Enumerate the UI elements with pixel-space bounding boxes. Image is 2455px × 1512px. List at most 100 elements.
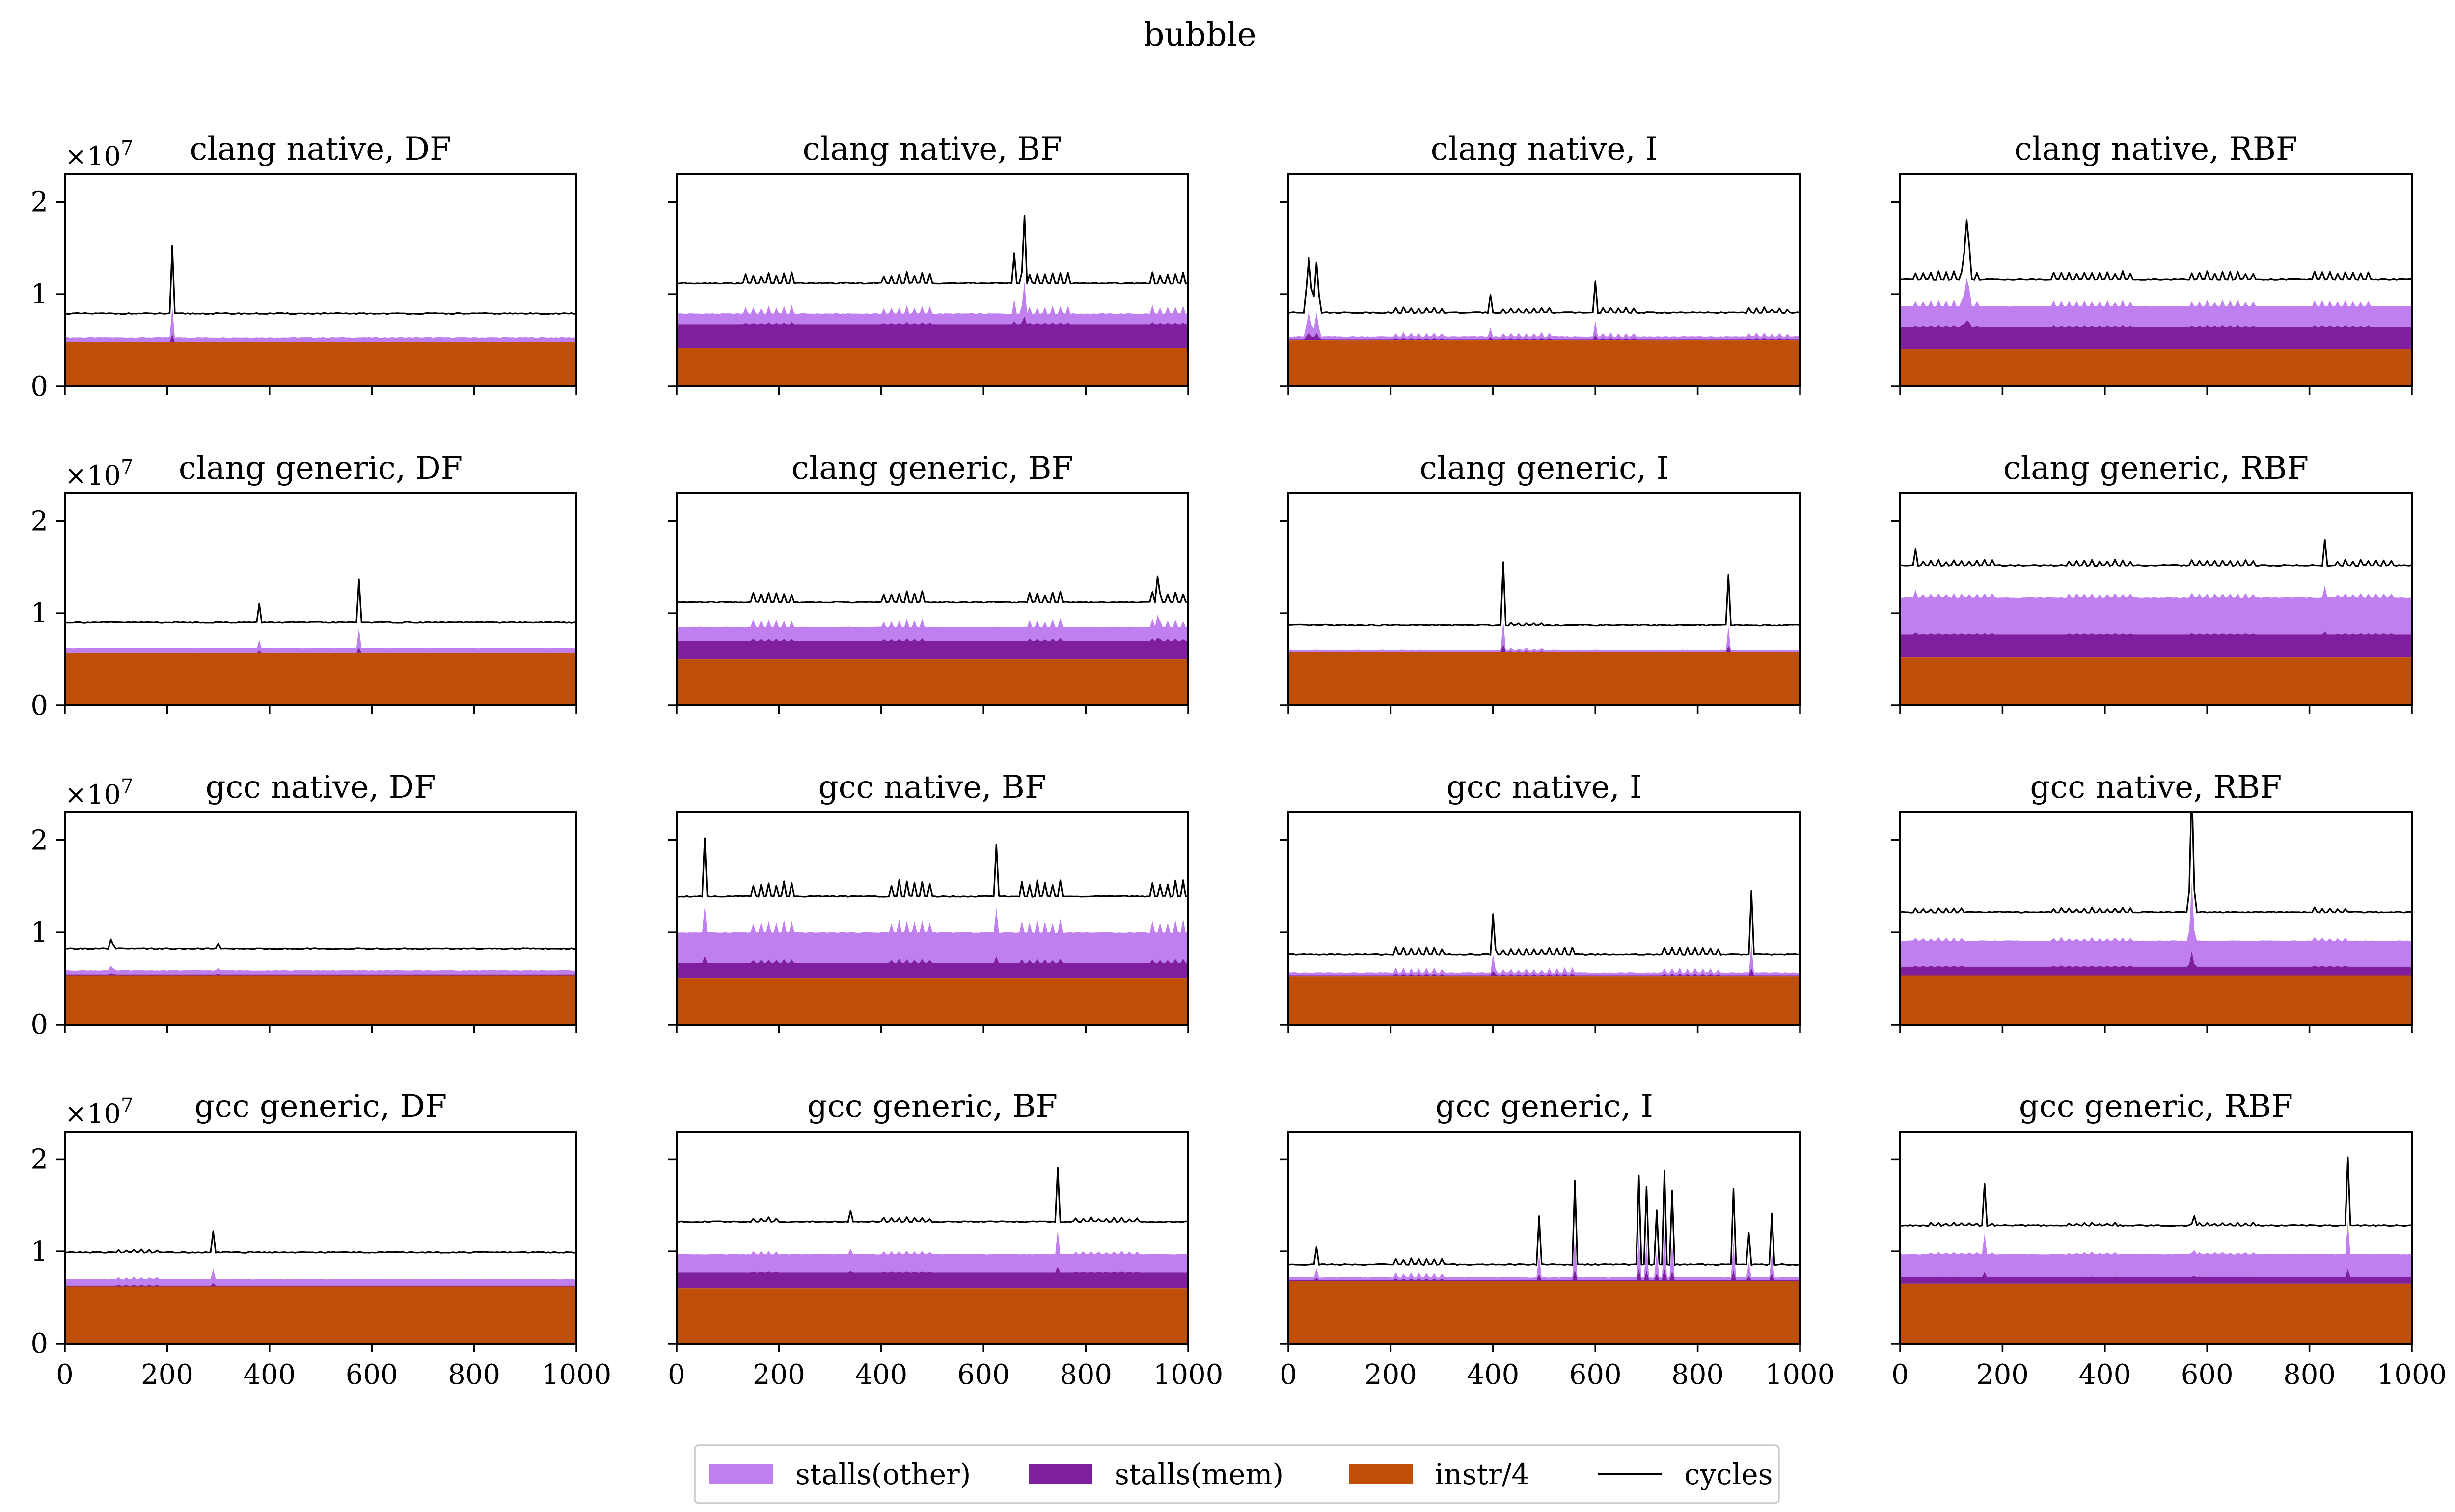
- legend-item-instr: instr/4: [1349, 1458, 1529, 1491]
- panel-3-1: gcc generic, BF 0 200 400 600 800 1000: [668, 1088, 1223, 1391]
- legend-frame: [694, 1444, 1780, 1504]
- panel-frame: [64, 811, 577, 1026]
- cycles-line: [65, 578, 576, 624]
- panel-plot-area: [677, 575, 1188, 705]
- y-tick-label: 0: [30, 1009, 48, 1041]
- cycles-line: [65, 245, 576, 315]
- panel-1-1: clang generic, BF: [668, 450, 1189, 714]
- panel-frame: [64, 492, 577, 706]
- panel-1-0: clang generic, DF 0 1 2 ×107: [30, 450, 577, 722]
- panels-grid: clang native, DF 0 1 2 ×107 clang native, BF c…: [30, 131, 2447, 1391]
- panel-frame: [676, 492, 1189, 706]
- cycles-line: [65, 938, 576, 950]
- x-tick-label: 0: [1280, 1359, 1297, 1391]
- x-tick-label: 800: [1671, 1359, 1724, 1391]
- stalls-mem-area: [677, 638, 1188, 660]
- panel-frame: [1899, 811, 2413, 1026]
- cycles-line: [1288, 890, 1800, 956]
- instr-area: [65, 1286, 576, 1344]
- instr-area: [1288, 340, 1800, 386]
- panel-frame: [676, 811, 1189, 1026]
- stalls-other-area: [65, 628, 576, 653]
- y-multiplier-label: ×107: [65, 775, 133, 810]
- panel-plot-area: [1900, 539, 2412, 705]
- instr-area: [677, 978, 1188, 1025]
- y-tick-label: 2: [30, 505, 48, 537]
- panel-3-2: gcc generic, I 0 200 400 600 800 1000: [1280, 1088, 1835, 1391]
- y-tick-label: 2: [30, 824, 48, 856]
- legend-label: cycles: [1684, 1458, 1773, 1491]
- stalls-mem-area: [1900, 631, 2412, 658]
- instr-area: [677, 659, 1188, 705]
- x-tick-label: 200: [753, 1359, 805, 1391]
- y-multiplier-label: ×107: [65, 456, 133, 491]
- panel-frame: [676, 173, 1189, 387]
- x-tick-label: 600: [346, 1359, 398, 1391]
- panel-plot-area: [1900, 812, 2412, 1025]
- panel-frame: [64, 1131, 577, 1345]
- x-tick-label: 0: [56, 1359, 74, 1391]
- panel-2-0: gcc native, DF 0 1 2 ×107: [30, 769, 577, 1041]
- panel-frame: [1287, 811, 1801, 1026]
- panel-frame: [1287, 173, 1801, 387]
- stalls-other-area: [677, 905, 1188, 963]
- cycles-line: [1288, 256, 1800, 314]
- stalls-mem-area: [677, 1266, 1188, 1289]
- legend-item-stalls_other: stalls(other): [709, 1458, 971, 1491]
- x-tick-label: 0: [668, 1359, 685, 1391]
- instr-area: [1900, 975, 2412, 1025]
- instr-area: [1288, 652, 1800, 705]
- x-tick-label: 600: [2181, 1359, 2234, 1391]
- cycles-line: [1900, 539, 2412, 567]
- legend-label: instr/4: [1435, 1458, 1529, 1491]
- panel-title: gcc generic, BF: [807, 1088, 1058, 1125]
- instr-area: [1900, 1283, 2412, 1344]
- y-tick-label: 2: [30, 186, 48, 218]
- x-tick-label: 600: [957, 1359, 1010, 1391]
- panel-2-3: gcc native, RBF: [1891, 769, 2413, 1033]
- stalls-other-area: [677, 1229, 1188, 1273]
- panel-title: clang generic, I: [1419, 450, 1669, 486]
- x-tick-label: 800: [1060, 1359, 1112, 1391]
- y-tick-label: 0: [30, 690, 48, 722]
- y-multiplier-label: ×107: [65, 137, 133, 172]
- x-tick-label: 0: [1891, 1359, 1909, 1391]
- stalls-mem-area: [1900, 320, 2412, 349]
- panel-plot-area: [1288, 256, 1800, 386]
- stalls-mem-area: [1900, 951, 2412, 976]
- panel-0-3: clang native, RBF: [1891, 131, 2413, 395]
- x-tick-label: 400: [1467, 1359, 1519, 1391]
- panel-plot-area: [65, 1230, 576, 1344]
- stalls-other-area: [1900, 585, 2412, 635]
- stalls-other-area: [677, 282, 1188, 325]
- panel-title: gcc native, RBF: [2030, 769, 2282, 806]
- panel-plot-area: [65, 938, 576, 1025]
- panel-title: clang generic, BF: [791, 450, 1073, 486]
- y-multiplier-label: ×107: [65, 1094, 133, 1129]
- legend-label: stalls(mem): [1115, 1458, 1283, 1491]
- x-tick-label: 1000: [1765, 1359, 1835, 1391]
- panel-title: gcc native, I: [1446, 769, 1642, 806]
- panel-frame: [1899, 1131, 2413, 1345]
- stalls-other-area: [1900, 278, 2412, 327]
- panel-plot-area: [65, 245, 576, 386]
- stalls-mem-area: [65, 973, 576, 976]
- panel-title: gcc generic, RBF: [2019, 1088, 2293, 1125]
- instr-area: [65, 652, 576, 705]
- panel-plot-area: [677, 214, 1188, 386]
- panel-3-0: gcc generic, DF 0 1 2 0 200 400 600 800 1000 ×107: [30, 1088, 611, 1391]
- panel-title: gcc native, BF: [818, 769, 1047, 806]
- y-tick-label: 0: [30, 1328, 48, 1360]
- x-tick-label: 1000: [542, 1359, 612, 1391]
- instr-area: [677, 348, 1188, 386]
- x-tick-label: 200: [1976, 1359, 2029, 1391]
- x-tick-label: 1000: [2377, 1359, 2447, 1391]
- cycles-line: [1900, 812, 2412, 914]
- panel-plot-area: [1900, 1156, 2412, 1344]
- stalls-mem-area: [1900, 1269, 2412, 1284]
- panel-frame: [1287, 492, 1801, 706]
- panel-plot-area: [1288, 561, 1800, 705]
- stalls-mem-area: [677, 316, 1188, 348]
- panel-2-1: gcc native, BF: [668, 769, 1189, 1033]
